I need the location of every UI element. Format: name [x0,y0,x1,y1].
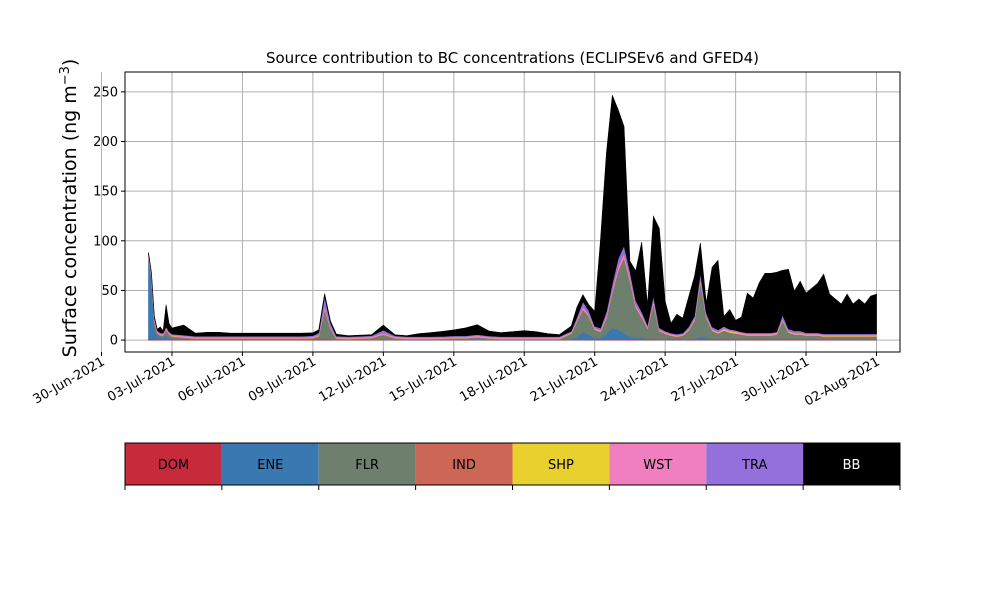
legend-swatch-ind [415,443,513,485]
x-tick-label: 09-Jul-2021 [246,354,319,405]
legend-label-ene: ENE [257,458,283,473]
color-legend: DOM ENE FLR IND SHP WST TRA BB [124,442,901,490]
legend-label-ind: IND [452,458,476,473]
legend-label-shp: SHP [548,458,574,473]
legend-label-wst: WST [643,458,672,473]
x-axis-ticks: 30-Jun-202103-Jul-202106-Jul-202109-Jul-… [31,352,883,410]
legend-label-tra: TRA [741,458,767,473]
legend-swatch-tra [706,443,804,485]
y-axis-label-exponent: −3 [58,66,73,85]
y-tick-label: 50 [101,284,118,299]
y-tick-label: 100 [93,234,118,249]
x-tick-label: 03-Jul-2021 [105,354,178,405]
legend-swatch-dom [125,443,222,485]
legend-swatch-shp [512,443,610,485]
x-tick-label: 12-Jul-2021 [317,354,390,405]
x-tick-label: 02-Aug-2021 [802,354,882,409]
y-axis-ticks: 0 50 100 150 200 250 [93,85,125,349]
legend-swatch-flr [318,443,416,485]
y-axis-label-close: ) [59,59,81,66]
x-tick-label: 18-Jul-2021 [457,354,530,405]
y-axis-label-main: Surface concentration (ng m [59,85,81,357]
legend-swatch-ene [221,443,319,485]
x-tick-label: 21-Jul-2021 [528,354,601,405]
x-tick-label: 27-Jul-2021 [669,354,742,405]
legend-label-dom: DOM [158,458,189,473]
area-series-bb [148,95,877,337]
legend-swatch-wst [609,443,707,485]
y-tick-label: 200 [93,135,118,150]
y-tick-label: 250 [93,85,118,100]
plot-frame [124,71,901,353]
x-tick-label: 15-Jul-2021 [387,354,460,405]
x-tick-label: 24-Jul-2021 [598,354,671,405]
x-tick-label: 30-Jun-2021 [31,354,108,407]
chart-title: Source contribution to BC concentrations… [266,49,759,67]
legend-label-flr: FLR [355,458,379,473]
legend-label-bb: BB [843,458,861,473]
y-axis-label: Surface concentration (ng m−3) [58,59,82,358]
x-tick-label: 06-Jul-2021 [176,354,249,405]
stacked-areas [147,95,877,341]
y-tick-label: 0 [110,334,118,349]
legend-swatch-bb [803,443,900,485]
y-tick-label: 150 [93,185,118,200]
x-tick-label: 30-Jul-2021 [739,354,812,405]
